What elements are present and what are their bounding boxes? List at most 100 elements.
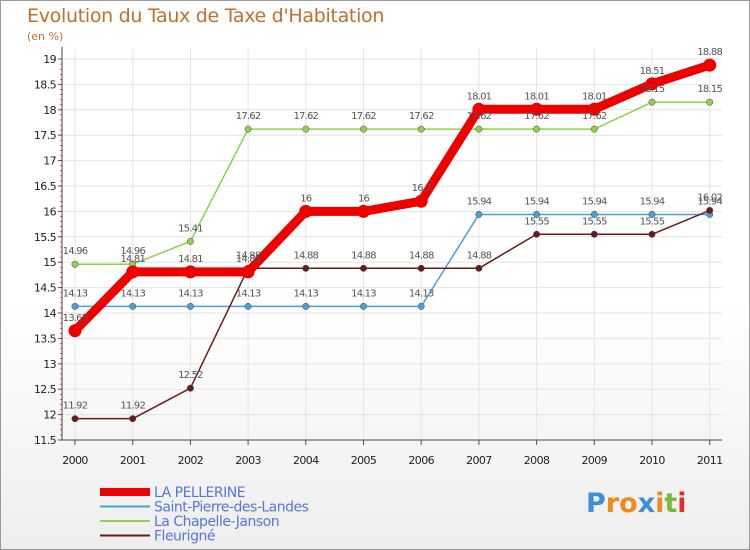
data-label: 17.62 xyxy=(582,111,607,122)
logo-letter: t xyxy=(664,488,678,519)
data-label: 15.55 xyxy=(640,216,665,227)
data-point xyxy=(241,265,255,279)
series-line-1 xyxy=(71,60,712,334)
data-label: 14.13 xyxy=(236,288,261,299)
y-tick-label: 11.5 xyxy=(34,434,57,447)
logo-letter: P xyxy=(586,488,606,519)
data-point xyxy=(475,264,483,272)
data-point xyxy=(186,384,194,392)
y-tick-label: 16 xyxy=(43,205,56,218)
logo-letter: i xyxy=(655,488,665,519)
data-point xyxy=(302,264,310,272)
data-label: 14.88 xyxy=(293,250,318,261)
data-label: 17.62 xyxy=(351,111,376,122)
x-tick-label: 2008 xyxy=(524,454,550,467)
data-point xyxy=(244,302,252,310)
data-point xyxy=(703,58,717,72)
legend-label: La Chapelle-Janson xyxy=(154,514,279,530)
data-point xyxy=(590,230,598,238)
data-point xyxy=(648,210,656,218)
y-tick-label: 19 xyxy=(43,53,56,66)
data-point xyxy=(590,210,598,218)
data-label: 15.94 xyxy=(640,196,665,207)
data-label: 14.13 xyxy=(293,288,318,299)
logo-letter: r xyxy=(605,488,620,519)
data-point xyxy=(648,230,656,238)
data-label: 16.2 xyxy=(412,183,432,194)
logo-letter: i xyxy=(677,488,687,519)
x-tick-label: 2011 xyxy=(697,454,723,467)
data-label: 11.92 xyxy=(120,401,145,412)
data-label: 16 xyxy=(300,193,312,204)
data-label: 17.62 xyxy=(409,111,434,122)
x-axis-ticks: 2000 2001 2002 2003 2004 2005 2006 2007 2008 2009… xyxy=(62,440,723,467)
data-point xyxy=(302,125,310,133)
x-tick-label: 2002 xyxy=(178,454,204,467)
data-label: 18.15 xyxy=(697,84,722,95)
data-label: 16 xyxy=(358,193,370,204)
chart-subtitle: (en %) xyxy=(27,30,64,43)
data-label: 15.55 xyxy=(524,216,549,227)
data-label: 11.92 xyxy=(63,401,88,412)
data-label: 14.13 xyxy=(409,288,434,299)
series-line-3 xyxy=(75,101,710,265)
data-label: 12.52 xyxy=(178,370,203,381)
data-label: 15.94 xyxy=(467,196,492,207)
x-tick-label: 2000 xyxy=(62,454,88,467)
data-point xyxy=(360,264,367,272)
data-point xyxy=(71,415,79,423)
data-label: 17.62 xyxy=(524,111,549,122)
y-tick-label: 14.5 xyxy=(34,282,57,295)
data-point xyxy=(360,302,367,310)
y-tick-label: 18 xyxy=(43,104,56,117)
data-point xyxy=(129,302,137,310)
data-label: 17.62 xyxy=(236,111,261,122)
axes xyxy=(61,47,722,441)
x-tick-label: 2010 xyxy=(639,454,665,467)
data-label: 14.81 xyxy=(120,254,145,265)
legend-label: Saint-Pierre-des-Landes xyxy=(154,500,309,516)
data-label: 15.94 xyxy=(582,196,607,207)
y-tick-label: 15.5 xyxy=(34,231,57,244)
y-tick-label: 16.5 xyxy=(34,180,57,193)
y-tick-label: 13.5 xyxy=(34,332,57,345)
logo-letter: o xyxy=(619,488,638,519)
data-label: 18.51 xyxy=(640,66,665,77)
y-tick-label: 12.5 xyxy=(34,383,57,396)
legend-label: LA PELLERINE xyxy=(154,485,245,501)
data-label: 18.01 xyxy=(467,91,492,102)
data-label: 16.02 xyxy=(697,192,722,203)
data-point xyxy=(645,77,659,91)
data-point xyxy=(183,265,197,279)
logo-letter: x xyxy=(637,488,656,519)
data-label: 15.55 xyxy=(582,216,607,227)
data-point xyxy=(244,125,252,133)
data-label: 15.94 xyxy=(697,196,722,207)
y-tick-label: 12 xyxy=(43,409,56,422)
data-labels: 13.65 14.81 14.81 14.81 16 16 16.2 18.01 18.01 18… xyxy=(63,47,724,412)
data-label: 14.96 xyxy=(120,246,145,257)
data-point xyxy=(533,230,541,238)
series-line-4 xyxy=(75,209,710,420)
data-point xyxy=(299,204,313,218)
data-point xyxy=(648,98,656,106)
data-label: 14.13 xyxy=(63,288,88,299)
data-label: 14.88 xyxy=(236,250,261,261)
data-point xyxy=(706,98,714,106)
data-point xyxy=(417,125,425,133)
data-point xyxy=(530,102,544,116)
legend-label: Fleurigné xyxy=(154,529,215,545)
data-point xyxy=(360,125,367,133)
data-point xyxy=(126,265,140,279)
data-point xyxy=(533,125,541,133)
data-point xyxy=(129,415,137,423)
x-tick-label: 2007 xyxy=(466,454,492,467)
data-point xyxy=(472,102,486,116)
y-axis-ticks: 11.5 12 12.5 13 13.5 14 14.5 15 15.5 16 16.5 17 17.5… xyxy=(34,53,62,447)
y-tick-label: 13 xyxy=(43,358,56,371)
data-point xyxy=(302,302,310,310)
data-label: 18.01 xyxy=(524,91,549,102)
data-point xyxy=(186,237,194,245)
